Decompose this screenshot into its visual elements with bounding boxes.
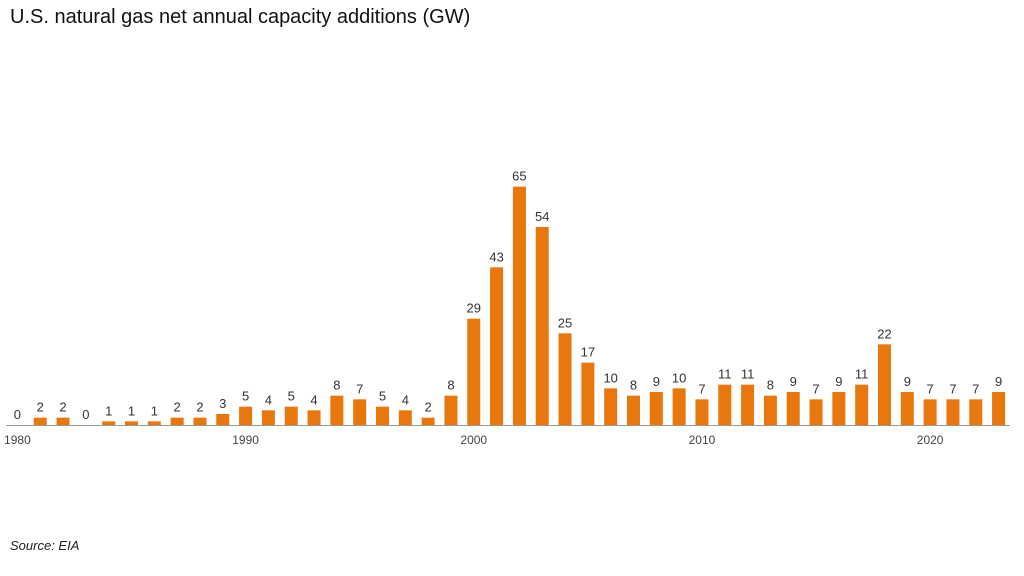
data-label-2008: 9 bbox=[653, 374, 660, 389]
data-label-2023: 9 bbox=[995, 374, 1002, 389]
bar-1991 bbox=[261, 410, 275, 425]
x-ticks-group: 1980 1990 2000 2010 2020 bbox=[4, 433, 944, 447]
bar-2003 bbox=[535, 226, 549, 425]
bar-2016 bbox=[832, 391, 846, 425]
data-label-2010: 7 bbox=[698, 381, 705, 396]
bar-2000 bbox=[467, 318, 481, 425]
data-label-2001: 43 bbox=[489, 249, 503, 264]
data-label-1982: 2 bbox=[59, 400, 66, 415]
bar-2022 bbox=[969, 399, 983, 425]
x-tick-label-1980: 1980 bbox=[4, 433, 31, 447]
bars-group bbox=[33, 186, 1006, 425]
data-label-1994: 8 bbox=[333, 378, 340, 393]
data-label-1980: 0 bbox=[14, 407, 21, 422]
source-note: Source: EIA bbox=[10, 538, 80, 553]
bar-1984 bbox=[102, 421, 116, 425]
bar-2013 bbox=[763, 395, 777, 425]
bar-1992 bbox=[284, 406, 298, 425]
bar-2004 bbox=[558, 333, 572, 425]
bar-1990 bbox=[239, 406, 253, 425]
bar-2001 bbox=[490, 267, 504, 425]
bar-2011 bbox=[718, 384, 732, 425]
bar-2019 bbox=[900, 391, 914, 425]
data-label-2022: 7 bbox=[972, 381, 979, 396]
bar-1981 bbox=[33, 417, 47, 425]
chart-title: U.S. natural gas net annual capacity add… bbox=[10, 6, 471, 28]
data-label-1995: 7 bbox=[356, 381, 363, 396]
data-label-2007: 8 bbox=[630, 378, 637, 393]
bar-2017 bbox=[855, 384, 869, 425]
data-label-1981: 2 bbox=[37, 400, 44, 415]
data-label-1992: 5 bbox=[288, 389, 295, 404]
data-label-2020: 7 bbox=[927, 381, 934, 396]
data-label-2012: 11 bbox=[741, 367, 755, 382]
bar-2021 bbox=[946, 399, 960, 425]
data-label-2009: 10 bbox=[672, 370, 686, 385]
bar-1987 bbox=[170, 417, 184, 425]
data-label-2014: 9 bbox=[790, 374, 797, 389]
bar-2007 bbox=[627, 395, 640, 425]
data-label-2013: 8 bbox=[767, 378, 774, 393]
bar-1996 bbox=[376, 406, 389, 425]
data-label-2006: 10 bbox=[603, 370, 617, 385]
data-label-2017: 11 bbox=[855, 367, 869, 382]
data-label-1987: 2 bbox=[174, 400, 181, 415]
x-tick-label-2010: 2010 bbox=[689, 433, 716, 447]
data-label-2000: 29 bbox=[467, 301, 481, 316]
data-label-1996: 5 bbox=[379, 389, 386, 404]
data-label-1999: 8 bbox=[447, 378, 454, 393]
bar-2009 bbox=[672, 388, 686, 425]
bar-2018 bbox=[878, 344, 891, 425]
data-label-2018: 22 bbox=[877, 326, 891, 341]
data-label-2003: 54 bbox=[535, 209, 549, 224]
data-label-1998: 2 bbox=[425, 400, 432, 415]
data-label-1989: 3 bbox=[219, 396, 226, 411]
data-label-1983: 0 bbox=[82, 407, 89, 422]
bar-2023 bbox=[992, 391, 1006, 425]
bar-2005 bbox=[581, 362, 595, 425]
bar-2006 bbox=[604, 388, 618, 425]
x-tick-label-1990: 1990 bbox=[232, 433, 259, 447]
bar-1986 bbox=[147, 421, 161, 425]
bar-1997 bbox=[398, 410, 412, 425]
bar-2014 bbox=[786, 391, 800, 425]
bar-1989 bbox=[216, 413, 230, 425]
bar-2010 bbox=[695, 399, 709, 425]
data-label-1988: 2 bbox=[196, 400, 203, 415]
data-label-1991: 4 bbox=[265, 392, 272, 407]
bar-2002 bbox=[512, 186, 526, 425]
bar-1998 bbox=[421, 417, 435, 425]
bar-1982 bbox=[56, 417, 70, 425]
x-tick-label-2020: 2020 bbox=[917, 433, 944, 447]
data-label-2002: 65 bbox=[512, 169, 526, 184]
bar-2015 bbox=[809, 399, 823, 425]
data-label-2021: 7 bbox=[949, 381, 956, 396]
data-label-1990: 5 bbox=[242, 389, 249, 404]
data-label-2005: 17 bbox=[581, 345, 595, 360]
x-tick-label-2000: 2000 bbox=[460, 433, 487, 447]
bar-1994 bbox=[330, 395, 344, 425]
data-label-1986: 1 bbox=[151, 403, 158, 418]
bar-1999 bbox=[444, 395, 458, 425]
bar-1993 bbox=[307, 410, 321, 425]
data-label-1993: 4 bbox=[310, 392, 317, 407]
data-label-2016: 9 bbox=[835, 374, 842, 389]
data-label-1997: 4 bbox=[402, 392, 409, 407]
data-label-2004: 25 bbox=[558, 315, 572, 330]
data-label-2019: 9 bbox=[904, 374, 911, 389]
bar-1995 bbox=[353, 399, 367, 425]
bar-1988 bbox=[193, 417, 207, 425]
data-label-2011: 11 bbox=[718, 367, 732, 382]
data-label-1984: 1 bbox=[105, 403, 112, 418]
data-label-2015: 7 bbox=[812, 381, 819, 396]
bar-2020 bbox=[923, 399, 937, 425]
data-label-1985: 1 bbox=[128, 403, 135, 418]
bar-2008 bbox=[649, 391, 663, 425]
bar-1985 bbox=[125, 421, 138, 425]
bar-2012 bbox=[741, 384, 755, 425]
